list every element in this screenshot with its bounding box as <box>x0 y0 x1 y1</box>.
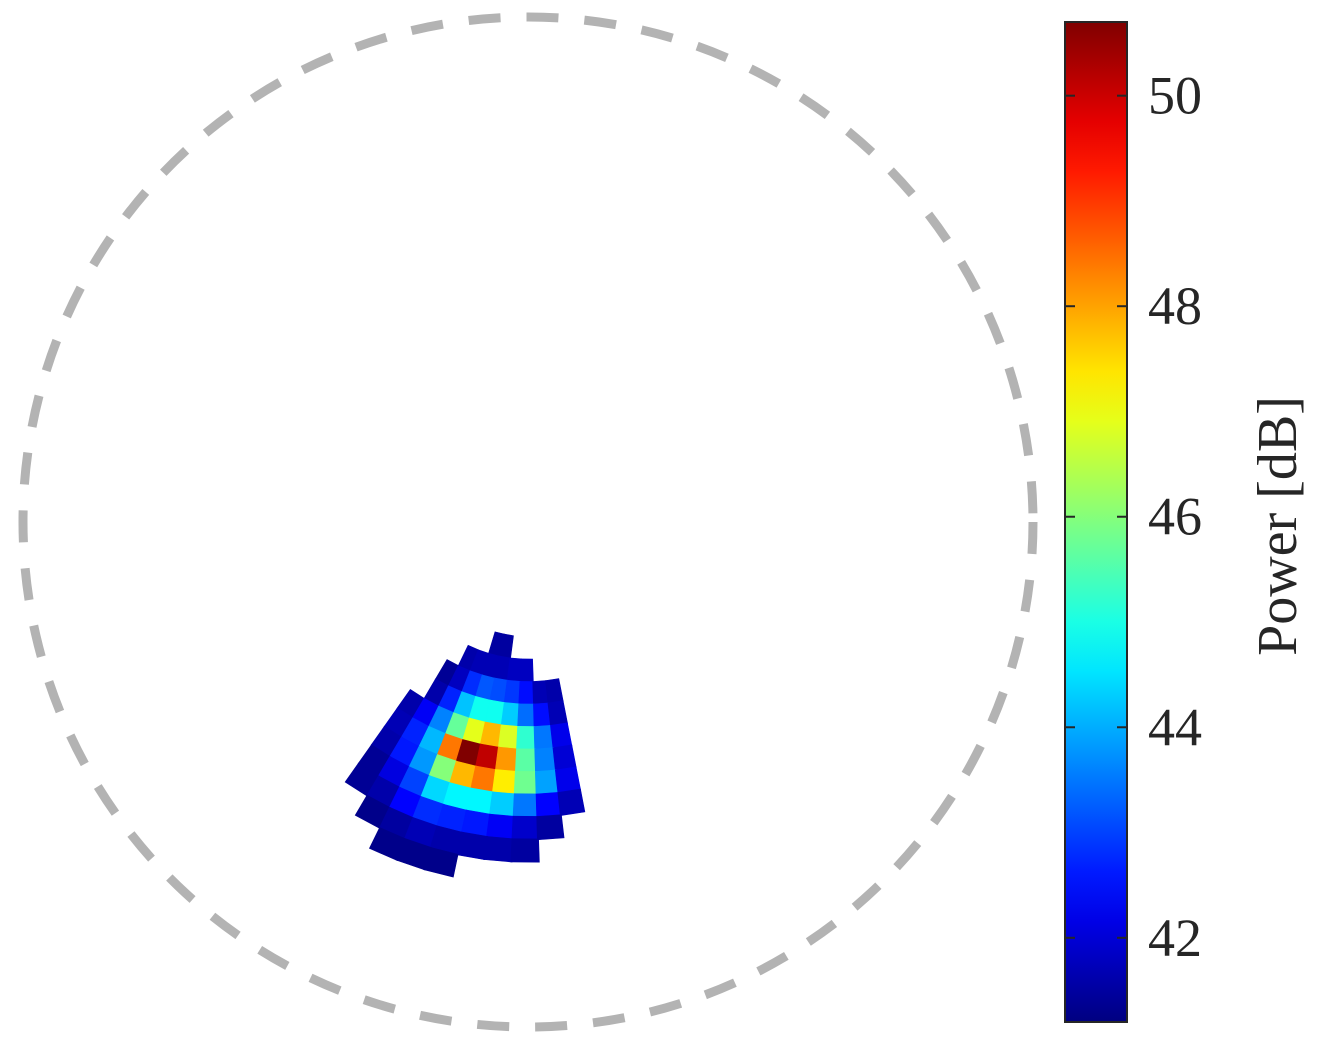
heatmap-cell <box>517 703 536 728</box>
heatmap-cell <box>513 770 538 796</box>
heatmap-cell <box>486 813 515 840</box>
colorbar-gradient <box>1064 21 1128 1023</box>
heatmap-cell <box>550 722 573 749</box>
heatmap-cell <box>497 724 519 750</box>
heatmap-cell <box>514 748 537 773</box>
colorbar-tick-label: 44 <box>1148 697 1202 757</box>
heatmap-cell <box>545 678 564 705</box>
heatmap-cells <box>344 631 586 878</box>
heatmap-cell <box>552 744 577 772</box>
heatmap-cell <box>423 846 459 878</box>
heatmap-cell <box>518 681 535 706</box>
heatmap-cell <box>489 791 516 818</box>
heatmap-cell <box>535 791 562 818</box>
heatmap-cell <box>456 831 489 861</box>
heatmap-cell <box>500 702 520 728</box>
heatmap-cell <box>483 836 514 863</box>
heatmap-cell <box>510 838 540 863</box>
heatmap-cell <box>494 746 518 773</box>
heatmap-cell <box>547 700 568 727</box>
colorbar-tick-label: 46 <box>1148 487 1202 547</box>
heatmap-cell <box>536 814 565 841</box>
boundary-circle <box>18 12 1038 1032</box>
heatmap-cell <box>491 769 517 795</box>
heatmap-cell <box>519 658 534 683</box>
colorbar: 42 44 46 48 50 Power [dB] <box>1064 21 1309 1023</box>
heatmap-cell <box>503 679 521 706</box>
heatmap-cell <box>557 788 586 816</box>
colorbar-tick-label: 42 <box>1148 908 1202 968</box>
heatmap-cell <box>511 815 539 841</box>
heatmap-cell <box>512 793 539 818</box>
colorbar-tick-label: 48 <box>1148 276 1202 336</box>
colorbar-label: Power [dB] <box>1247 396 1309 656</box>
heatmap-cell <box>516 725 536 751</box>
colorbar-tick-label: 50 <box>1148 66 1202 126</box>
